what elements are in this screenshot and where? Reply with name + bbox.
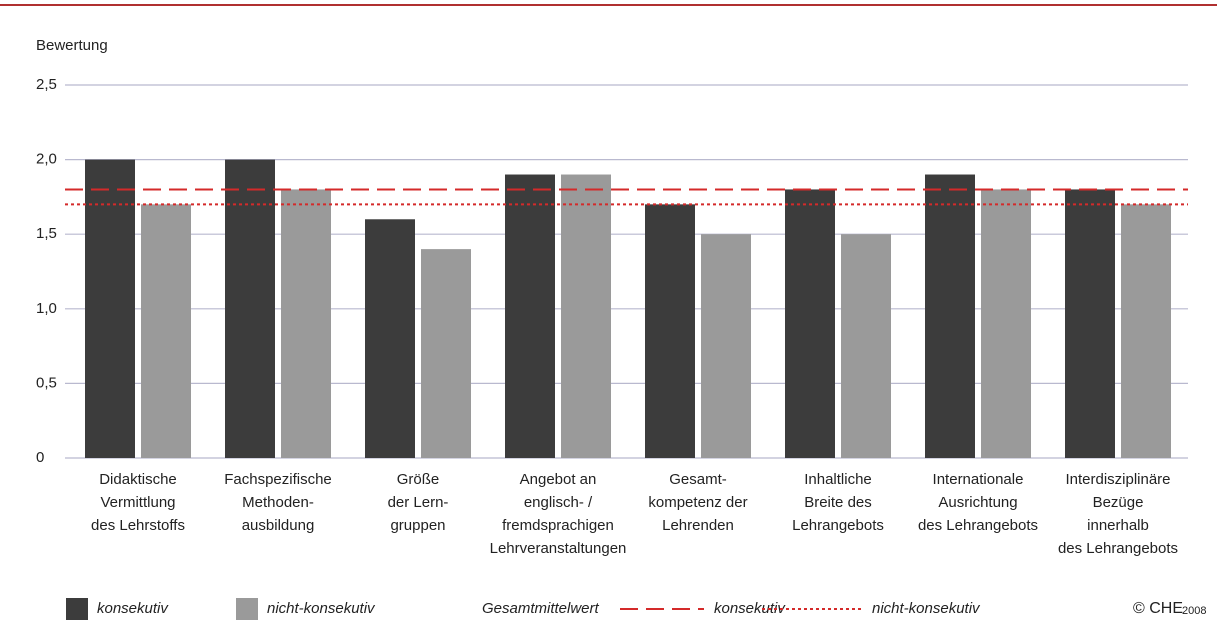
- x-tick-label: Größe: [397, 471, 440, 488]
- bar: [421, 249, 471, 458]
- x-tick-label: Ausrichtung: [938, 494, 1017, 511]
- x-tick-label: Inhaltliche: [804, 471, 872, 488]
- x-tick-label: Methoden-: [242, 494, 314, 511]
- x-tick-label: ausbildung: [242, 517, 315, 534]
- bar: [505, 174, 555, 458]
- y-tick-label: 0: [36, 449, 44, 466]
- x-tick-label: innerhalb: [1087, 517, 1149, 534]
- legend-label: konsekutiv: [97, 600, 169, 617]
- bar: [925, 174, 975, 458]
- x-tick-label: gruppen: [390, 517, 445, 534]
- x-tick-label: fremdsprachigen: [502, 517, 614, 534]
- x-tick-label: englisch- /: [524, 494, 593, 511]
- bar: [1065, 189, 1115, 458]
- x-tick-label: des Lehrstoffs: [91, 517, 185, 534]
- credit-logo: © CHE: [1133, 600, 1183, 617]
- x-tick-label: Internationale: [933, 471, 1024, 488]
- bar: [281, 189, 331, 458]
- x-tick-label: Vermittlung: [100, 494, 175, 511]
- bar: [645, 204, 695, 458]
- legend-swatch: [66, 598, 88, 620]
- bar: [1121, 204, 1171, 458]
- bar: [785, 189, 835, 458]
- legend-swatch: [236, 598, 258, 620]
- bar: [85, 159, 135, 458]
- x-tick-label: Fachspezifische: [224, 471, 332, 488]
- x-tick-label: Lehrveranstaltungen: [490, 540, 627, 557]
- x-tick-label: Breite des: [804, 494, 872, 511]
- y-axis-label: Bewertung: [36, 37, 108, 54]
- x-tick-label: Gesamt-: [669, 471, 727, 488]
- x-tick-label: kompetenz der: [648, 494, 747, 511]
- bar: [365, 219, 415, 458]
- bar: [701, 234, 751, 458]
- legend-label: nicht-konsekutiv: [267, 600, 376, 617]
- bar: [225, 159, 275, 458]
- y-tick-label: 0,5: [36, 374, 57, 391]
- x-tick-label: der Lern-: [388, 494, 449, 511]
- legend-label: nicht-konsekutiv: [872, 600, 981, 617]
- x-tick-label: Didaktische: [99, 471, 177, 488]
- x-tick-label: des Lehrangebots: [1058, 540, 1178, 557]
- x-tick-label: Interdisziplinäre: [1065, 471, 1170, 488]
- y-tick-label: 1,0: [36, 300, 57, 317]
- bar: [981, 189, 1031, 458]
- y-tick-label: 2,5: [36, 76, 57, 93]
- y-tick-label: 2,0: [36, 151, 57, 168]
- bar: [561, 174, 611, 458]
- x-tick-label: Bezüge: [1093, 494, 1144, 511]
- bar: [841, 234, 891, 458]
- x-tick-label: Lehrenden: [662, 517, 734, 534]
- x-tick-label: Lehrangebots: [792, 517, 884, 534]
- reference-legend-title: Gesamtmittelwert: [482, 600, 600, 617]
- bar: [141, 204, 191, 458]
- credit-year: 2008: [1182, 605, 1206, 617]
- legend-label: konsekutiv: [714, 600, 786, 617]
- x-tick-label: des Lehrangebots: [918, 517, 1038, 534]
- y-tick-label: 1,5: [36, 225, 57, 242]
- x-tick-label: Angebot an: [520, 471, 597, 488]
